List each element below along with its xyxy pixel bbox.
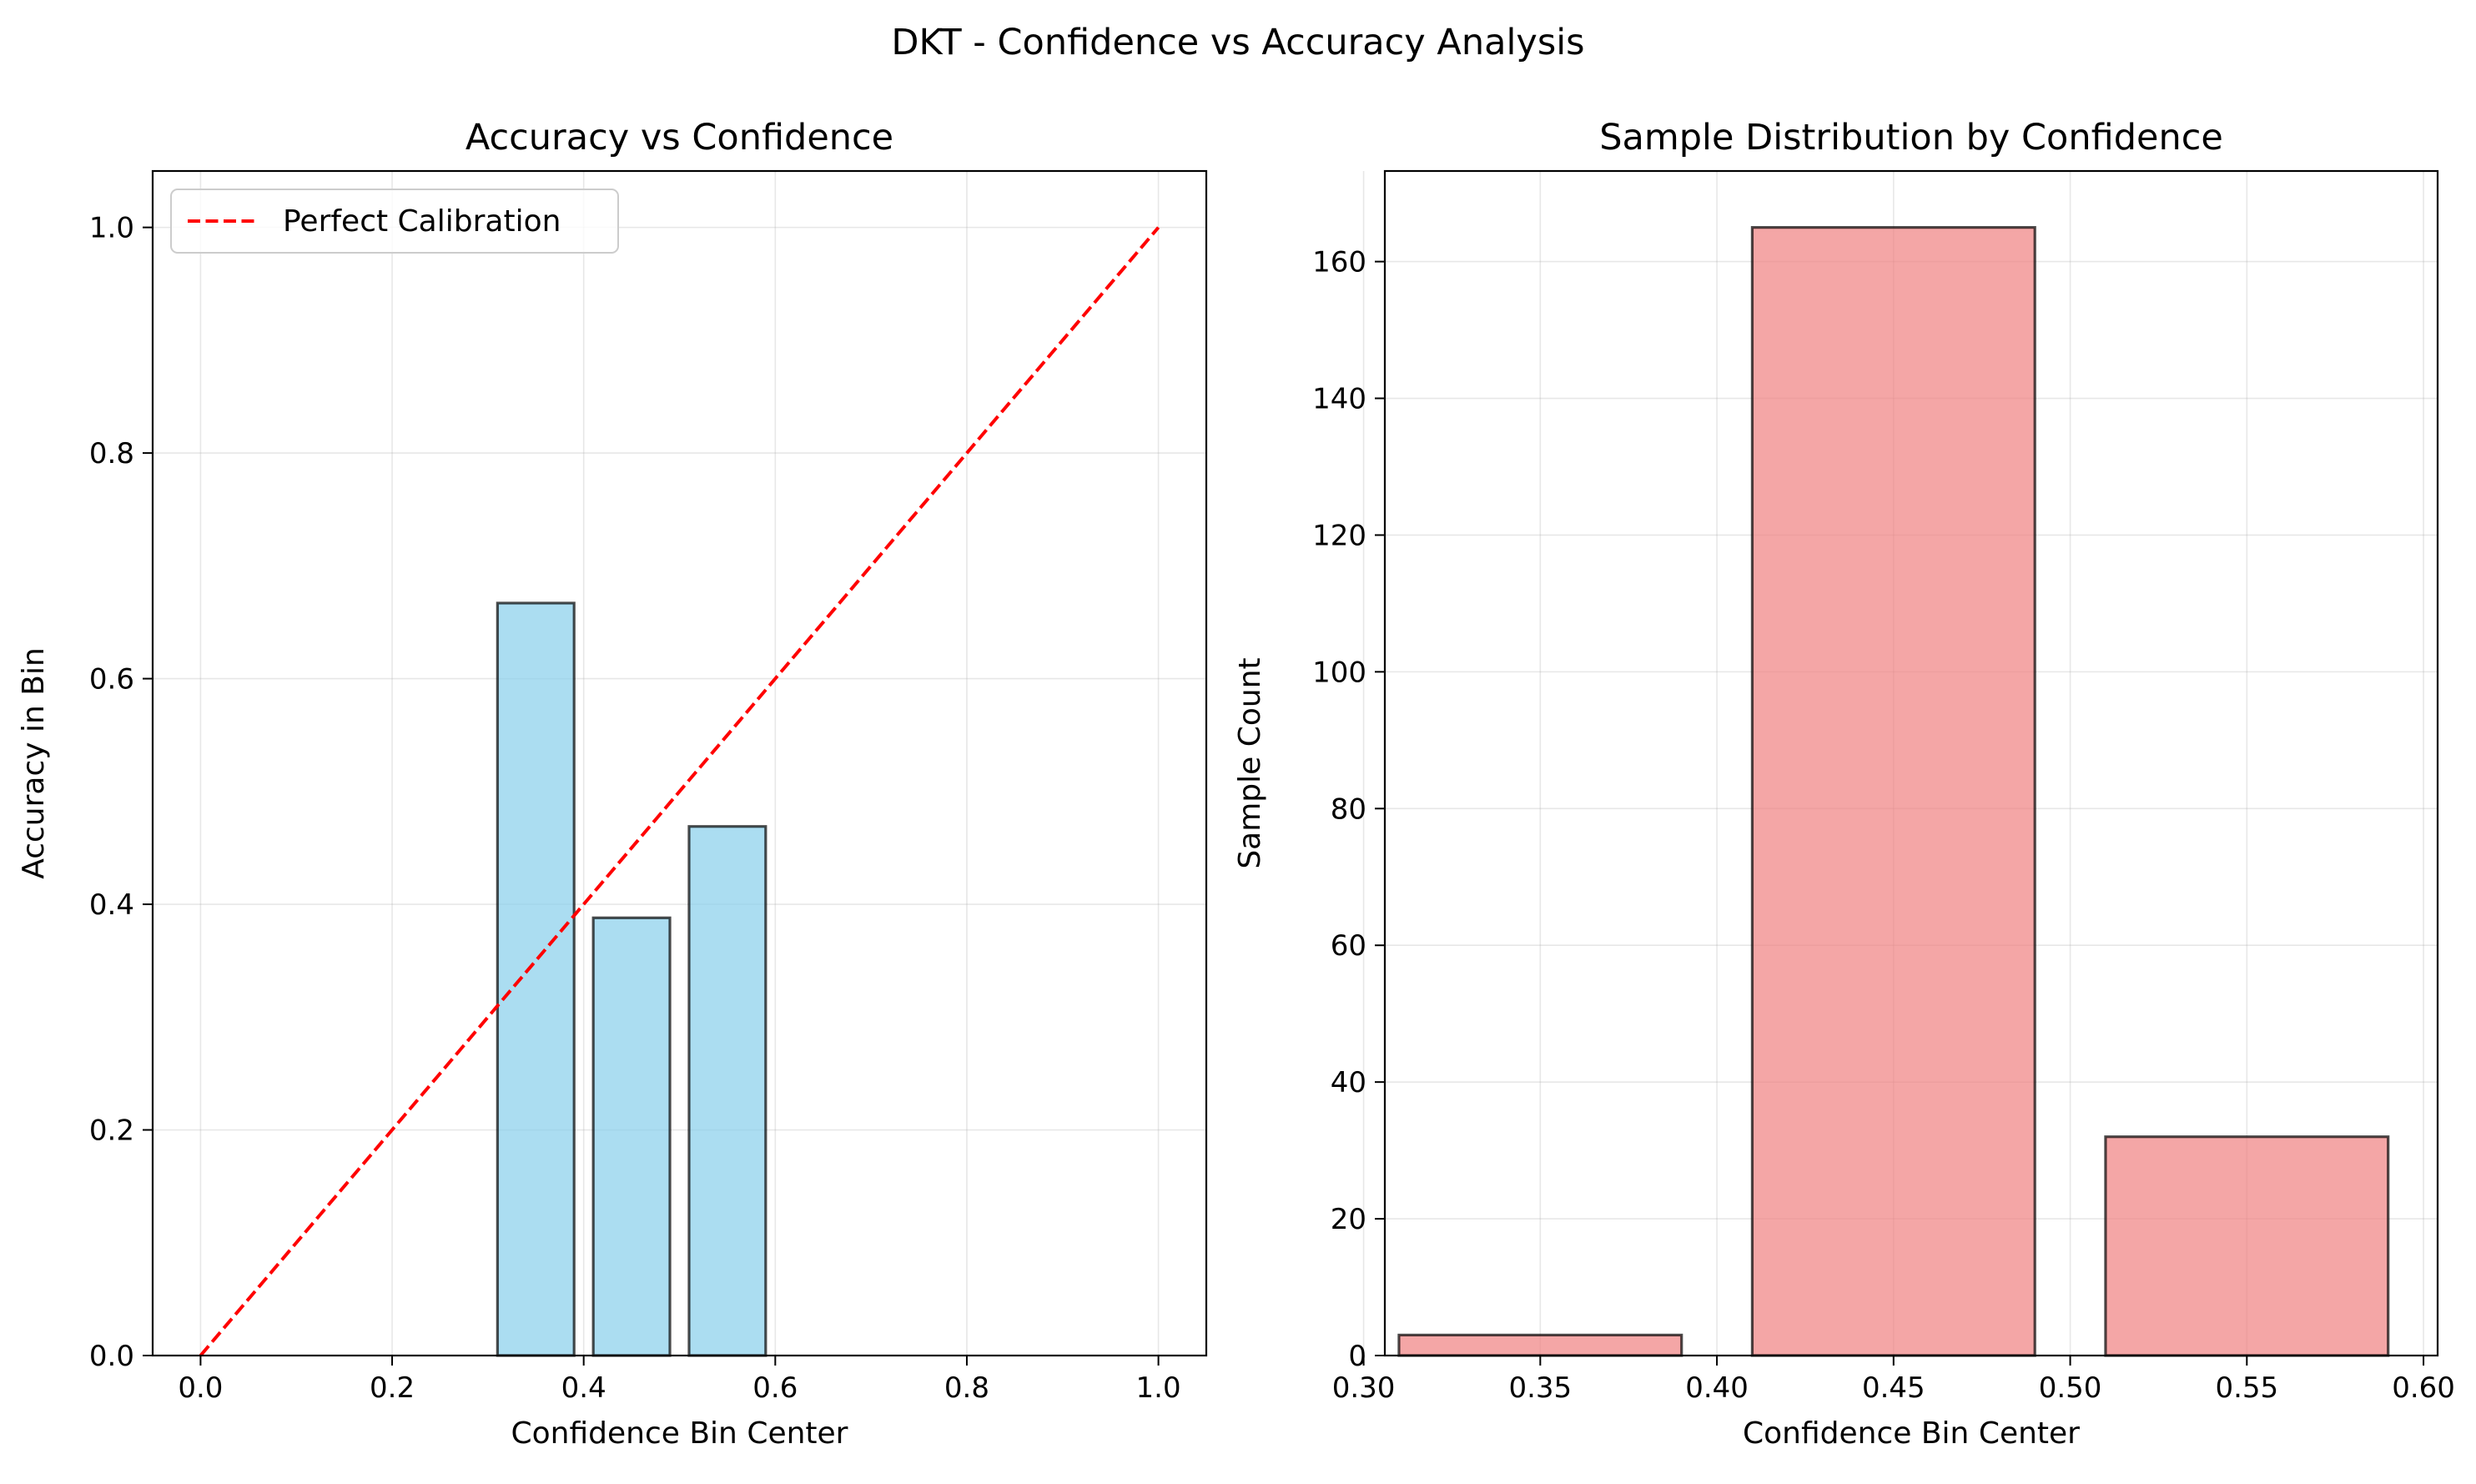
count-ytick-label-1: 20 [1331,1203,1366,1236]
acc-legend-box [170,189,619,254]
acc-axes-frame [151,169,1208,1357]
acc-xtick-label-5: 1.0 [1136,1371,1181,1405]
acc-perfect-calibration-line [199,226,1160,1357]
count-ylabel: Sample Count [1233,657,1267,868]
count-ytick-label-2: 40 [1331,1066,1366,1099]
acc-xtick-label-2: 0.4 [561,1371,606,1405]
acc-bar-1 [591,916,672,1357]
acc-xtick-label-0: 0.0 [178,1371,223,1405]
count-xtick-label-1: 0.35 [1508,1371,1572,1405]
count-xtick-label-5: 0.55 [2215,1371,2278,1405]
acc-legend-label: Perfect Calibration [283,204,561,239]
count-axes-frame [1383,169,2439,1357]
count-xlabel: Confidence Bin Center [1743,1416,2080,1451]
acc-xtick-label-1: 0.2 [370,1371,415,1405]
count-ytick-label-8: 160 [1312,246,1366,279]
acc-ytick-label-0: 0.0 [89,1340,134,1373]
count-bar-0 [1397,1333,1683,1357]
count-ytick-label-4: 80 [1331,792,1366,826]
count-xtick-label-0: 0.30 [1332,1371,1396,1405]
acc-ytick-label-5: 1.0 [89,212,134,245]
figure-suptitle: DKT - Confidence vs Accuracy Analysis [891,22,1584,63]
acc-ytick-label-2: 0.4 [89,888,134,922]
acc-ylabel: Accuracy in Bin [17,647,51,879]
count-xtick-label-4: 0.50 [2039,1371,2102,1405]
count-ytick-label-7: 140 [1312,383,1366,416]
count-xtick-label-3: 0.45 [1862,1371,1925,1405]
acc-ytick-label-3: 0.6 [89,663,134,697]
acc-plot-area [153,171,1206,1356]
acc-bar-2 [687,825,767,1357]
count-axes-title: Sample Distribution by Confidence [1599,117,2223,158]
acc-ytick-label-4: 0.8 [89,437,134,470]
count-ytick-label-6: 120 [1312,519,1366,552]
count-ytick-label-3: 60 [1331,929,1366,963]
acc-legend: Perfect Calibration [170,189,619,254]
acc-xtick-label-4: 0.8 [944,1371,989,1405]
acc-axes-title: Accuracy vs Confidence [466,117,893,158]
acc-xtick-label-3: 0.6 [752,1371,798,1405]
sample-distribution-chart: 0.30 0.35 0.40 0.45 0.50 0.55 0.60 0 20 40 60 80 100… [1233,117,2455,1451]
accuracy-vs-confidence-chart: 0.0 0.2 0.4 0.6 0.8 1.0 0.0 0.2 0.4 0.6 0.8 1.0 Accu… [17,117,1208,1451]
count-bar-2 [2104,1135,2390,1357]
count-ytick-label-5: 100 [1312,656,1366,689]
count-bar-1 [1750,226,2036,1357]
acc-bar-0 [496,601,576,1357]
acc-ytick-label-1: 0.2 [89,1114,134,1148]
count-xtick-label-2: 0.40 [1685,1371,1749,1405]
acc-xlabel: Confidence Bin Center [511,1416,848,1451]
count-ytick-label-0: 0 [1348,1340,1366,1373]
count-xtick-label-6: 0.60 [2392,1371,2455,1405]
